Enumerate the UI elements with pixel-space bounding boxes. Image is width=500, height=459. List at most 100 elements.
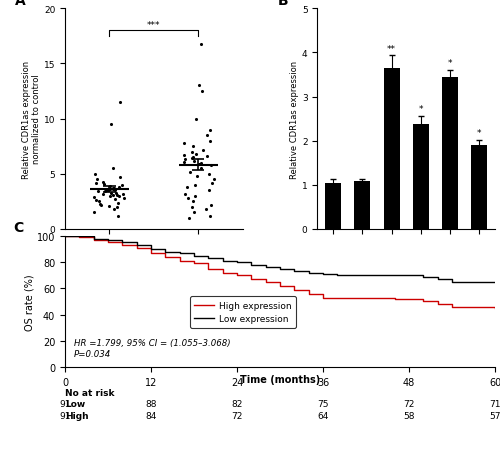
Point <box>96 202 104 209</box>
Low expression <box>306 270 312 276</box>
Point <box>110 206 118 213</box>
Point <box>104 187 112 195</box>
Point <box>194 83 202 90</box>
Point <box>109 186 117 194</box>
Point <box>114 204 122 211</box>
Point <box>111 187 119 195</box>
Point <box>116 99 124 106</box>
High expression <box>492 306 498 311</box>
High expression <box>277 283 283 289</box>
Point <box>188 155 196 162</box>
High expression <box>434 302 440 307</box>
Low expression <box>406 273 412 278</box>
Point <box>92 197 100 205</box>
Point <box>106 203 114 210</box>
Point <box>203 153 211 161</box>
Low expression <box>206 256 212 261</box>
Low expression <box>120 240 126 246</box>
Text: 64: 64 <box>318 411 328 420</box>
Point <box>112 192 120 199</box>
Bar <box>384 69 400 229</box>
Low expression <box>234 260 240 265</box>
Point <box>186 168 194 176</box>
Point <box>112 196 120 203</box>
Point <box>180 152 188 159</box>
Point <box>210 176 218 184</box>
Point <box>90 209 98 217</box>
Point <box>114 213 122 220</box>
Point <box>115 184 123 191</box>
Point <box>94 188 102 196</box>
Low expression <box>162 249 168 255</box>
Low expression <box>277 266 283 272</box>
Text: Time (months): Time (months) <box>240 374 320 384</box>
Bar <box>354 182 370 230</box>
Point <box>118 182 126 189</box>
High expression <box>120 243 126 248</box>
Text: ***: *** <box>147 21 160 30</box>
Point <box>181 157 189 164</box>
Point <box>206 213 214 220</box>
Point <box>110 165 118 173</box>
Low expression <box>105 238 111 243</box>
Text: *: * <box>476 129 481 138</box>
Point <box>189 154 197 162</box>
Text: A: A <box>15 0 26 8</box>
Point <box>91 171 99 178</box>
High expression <box>248 277 254 282</box>
High expression <box>148 251 154 256</box>
Line: High expression: High expression <box>65 236 495 308</box>
High expression <box>105 240 111 246</box>
High expression <box>449 304 455 310</box>
High expression <box>464 304 469 310</box>
Point <box>191 193 199 200</box>
Low expression <box>220 258 226 264</box>
Point <box>182 190 190 198</box>
Point <box>198 146 206 154</box>
High expression <box>478 304 484 310</box>
Point <box>180 159 188 166</box>
Text: 82: 82 <box>232 399 242 409</box>
Low expression <box>464 280 469 285</box>
High expression <box>406 297 412 302</box>
Text: 84: 84 <box>146 411 156 420</box>
Point <box>184 215 192 222</box>
Point <box>206 138 214 145</box>
Low expression <box>62 234 68 239</box>
Point <box>206 202 214 209</box>
Point <box>116 193 124 200</box>
Text: *: * <box>418 105 423 114</box>
Point <box>106 183 114 190</box>
Bar <box>412 125 428 230</box>
Text: No at risk: No at risk <box>65 388 114 397</box>
High expression <box>90 238 96 243</box>
Point <box>188 149 196 156</box>
Low expression <box>76 234 82 239</box>
Low expression <box>420 274 426 280</box>
Point <box>202 132 210 140</box>
Point <box>104 187 112 195</box>
Text: 75: 75 <box>318 399 329 409</box>
Point <box>180 140 188 147</box>
Point <box>198 41 205 48</box>
High expression <box>234 273 240 278</box>
Low expression <box>434 277 440 282</box>
Low expression <box>262 265 268 270</box>
Point <box>208 179 216 187</box>
Point <box>96 201 104 208</box>
Low expression <box>478 280 484 285</box>
Point <box>119 190 127 198</box>
Text: 72: 72 <box>232 411 242 420</box>
Text: High: High <box>65 411 88 420</box>
Point <box>112 190 120 197</box>
Point <box>99 190 107 198</box>
Point <box>106 193 114 200</box>
Low expression <box>334 273 340 278</box>
Bar <box>326 183 342 230</box>
Point <box>197 160 205 167</box>
Point <box>102 188 110 196</box>
Low expression <box>191 253 197 259</box>
Y-axis label: Relative CDR1as expression
normalized to control: Relative CDR1as expression normalized to… <box>22 61 41 178</box>
Point <box>108 185 116 192</box>
Point <box>107 121 115 129</box>
